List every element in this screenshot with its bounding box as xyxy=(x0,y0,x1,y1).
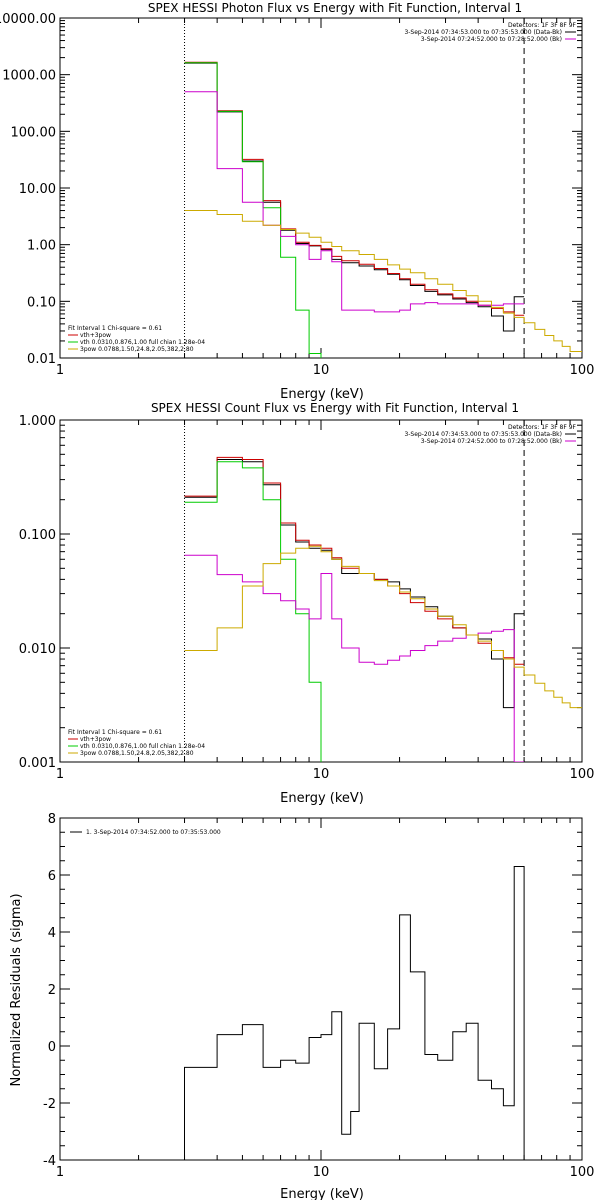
series-group xyxy=(184,61,582,358)
series-bk xyxy=(184,554,525,762)
fit-legend-entry: 3pow 0.0788,1.50,24.8,2.05,382,2.80 xyxy=(80,346,194,353)
x-tick-label: 100 xyxy=(570,767,595,782)
residuals-panel: Energy (keV) Normalized Residuals (sigma… xyxy=(9,812,594,1200)
y-tick-label: 0.100 xyxy=(19,528,56,543)
series-group xyxy=(184,866,525,1160)
y-tick-label: 1.000 xyxy=(19,414,56,429)
panel2-title: SPEX HESSI Count Flux vs Energy with Fit… xyxy=(151,401,519,415)
x-tick-label: 100 xyxy=(570,363,595,378)
x-tick-label: 1 xyxy=(56,1165,64,1180)
y-tick-label: 6 xyxy=(48,869,56,884)
y-tick-label: 0.10 xyxy=(27,295,56,310)
fit-legend-title: Fit Interval 1 Chi-square = 0.61 xyxy=(68,729,162,736)
photon-flux-panel: SPEX HESSI Photon Flux vs Energy with Fi… xyxy=(0,1,595,402)
series-group xyxy=(184,456,582,762)
x-tick-label: 10 xyxy=(313,363,330,378)
panel3-ylabel: Normalized Residuals (sigma) xyxy=(9,893,24,1086)
time-legend-entry: 3-Sep-2014 07:24:52.000 to 07:28:52.000 … xyxy=(421,36,562,43)
y-tick-label: 1.00 xyxy=(27,239,56,254)
series-vth xyxy=(184,62,322,358)
series-vth-3pow xyxy=(184,456,525,665)
fit-legend-entry: vth 0.0310,0.876,1.00 full chian 1.28e-0… xyxy=(80,743,205,750)
panel3-xlabel: Energy (keV) xyxy=(280,1187,364,1200)
y-tick-label: 10000.00 xyxy=(0,12,56,27)
y-tick-label: -4 xyxy=(43,1154,56,1169)
panel1-plot: 1 10 100 0.01 0.10 1.00 10.00 100.00 1000.00 1000… xyxy=(0,12,595,378)
series-bk xyxy=(184,91,525,313)
y-tick-label: 0.010 xyxy=(19,642,56,657)
legend-entry: 1. 3-Sep-2014 07:34:52.000 to 07:35:53.0… xyxy=(86,829,221,836)
fit-legend-entry: 3pow 0.0788,1.50,24.8,2.05,382,2.80 xyxy=(80,750,194,757)
series-vth xyxy=(184,461,322,762)
x-tick-label: 10 xyxy=(313,767,330,782)
series-vth-3pow xyxy=(184,61,525,316)
y-tick-label: 2 xyxy=(48,983,56,998)
x-tick-label: 10 xyxy=(313,1165,330,1180)
y-tick-label: 4 xyxy=(48,926,56,941)
time-legend-entry: 3-Sep-2014 07:34:53.000 to 07:35:53.000 … xyxy=(404,29,562,36)
x-tick-label: 100 xyxy=(570,1165,595,1180)
series-data-bk xyxy=(184,459,525,709)
x-tick-label: 1 xyxy=(56,363,64,378)
plot-frame xyxy=(59,817,583,1161)
y-tick-label: 0.001 xyxy=(19,756,56,771)
fit-legend-title: Fit Interval 1 Chi-square = 0.61 xyxy=(68,325,162,332)
detectors-label: Detectors: 1F 3F 8F 9F xyxy=(508,424,577,431)
y-tick-label: 0.01 xyxy=(27,352,56,367)
series-data-bk xyxy=(184,62,525,332)
series-1-3-sep-2014-07-34-52-000-to-07-35-53-000 xyxy=(184,866,525,1160)
y-tick-label: -2 xyxy=(43,1097,56,1112)
y-tick-label: 100.00 xyxy=(11,125,57,140)
y-tick-label: 8 xyxy=(48,812,56,827)
y-tick-label: 1000.00 xyxy=(2,69,56,84)
fit-legend-entry: vth 0.0310,0.876,1.00 full chian 1.28e-0… xyxy=(80,339,205,346)
panel2-xlabel: Energy (keV) xyxy=(280,791,364,806)
detectors-label: Detectors: 1F 3F 8F 9F xyxy=(508,22,577,29)
series-3pow xyxy=(184,210,582,352)
panel1-xlabel: Energy (keV) xyxy=(280,387,364,402)
panel2-plot: 1 10 100 0.001 0.010 0.100 1.000 Detectors: 1F … xyxy=(19,414,595,782)
y-tick-label: 10.00 xyxy=(19,182,56,197)
panel1-title: SPEX HESSI Photon Flux vs Energy with Fi… xyxy=(148,1,522,15)
time-legend-entry: 3-Sep-2014 07:34:53.000 to 07:35:53.000 … xyxy=(404,431,562,438)
time-legend-entry: 3-Sep-2014 07:24:52.000 to 07:28:52.000 … xyxy=(421,438,562,445)
panel3-plot: 1 10 100 -4 -2 0 2 4 6 8 1. 3-Sep-2014 07:34:52.00… xyxy=(43,812,594,1180)
count-flux-panel: SPEX HESSI Count Flux vs Energy with Fit… xyxy=(19,401,595,806)
y-tick-label: 0 xyxy=(48,1040,56,1055)
x-tick-label: 1 xyxy=(56,767,64,782)
series-3pow xyxy=(184,545,582,709)
fit-legend-entry: vth+3pow xyxy=(80,332,111,339)
fit-legend-entry: vth+3pow xyxy=(80,736,111,743)
